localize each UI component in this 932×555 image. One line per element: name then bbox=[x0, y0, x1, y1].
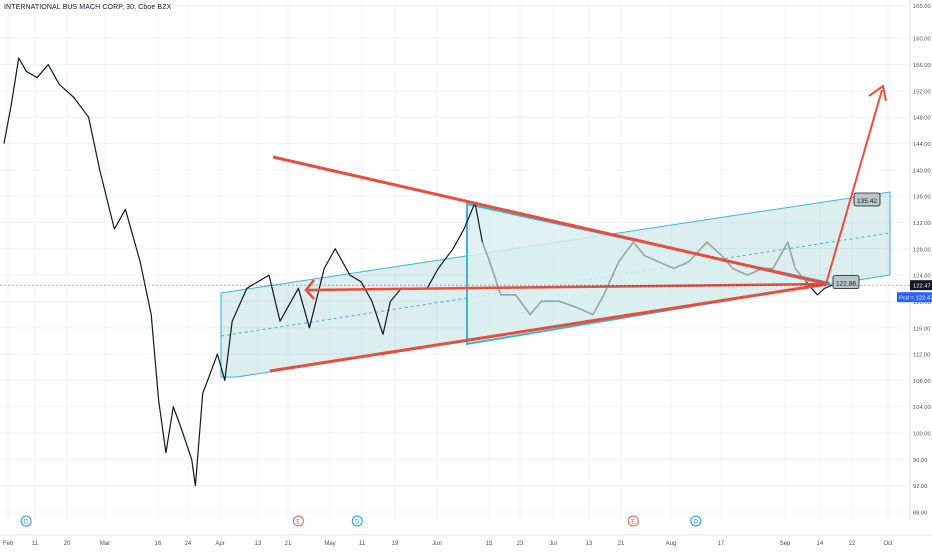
y-tick-label: 165.00 bbox=[913, 4, 931, 10]
y-tick-label: 112.00 bbox=[913, 353, 930, 359]
earnings-marker-symbol: E bbox=[296, 520, 300, 526]
y-tick-label: 160.00 bbox=[913, 37, 931, 43]
x-tick-label: Apr bbox=[215, 541, 224, 547]
y-tick-label: 148.00 bbox=[913, 116, 931, 122]
trendline-upper bbox=[272, 155, 829, 286]
dividend-marker bbox=[20, 515, 32, 527]
y-tick-label: 132.00 bbox=[913, 221, 931, 227]
x-tick-label: 23 bbox=[517, 541, 524, 547]
x-tick-label: Jul bbox=[549, 541, 557, 547]
x-tick-label: 22 bbox=[849, 541, 856, 547]
y-tick-label: 124.00 bbox=[913, 274, 931, 280]
chart-title: INTERNATIONAL BUS MACH CORP, 30, Cboe BZ… bbox=[4, 4, 172, 11]
y-tick-label: 140.00 bbox=[913, 168, 931, 174]
dividend-marker bbox=[351, 515, 363, 527]
arrow-left-line bbox=[307, 282, 827, 292]
y-tick-label: 88.00 bbox=[913, 511, 928, 517]
x-tick-label: 14 bbox=[817, 541, 824, 547]
earnings-marker-symbol: E bbox=[631, 520, 635, 526]
y-tick-label: 108.00 bbox=[913, 379, 931, 385]
x-tick-label: 13 bbox=[255, 541, 262, 547]
y-tick-label: 104.00 bbox=[913, 405, 931, 411]
x-tick-label: 24 bbox=[185, 541, 192, 547]
x-tick-label: 21 bbox=[618, 541, 625, 547]
y-tick-label: 156.00 bbox=[913, 63, 931, 69]
x-tick-label: 11 bbox=[32, 541, 39, 547]
y-tick-label: 128.00 bbox=[913, 247, 931, 253]
last-price-tag bbox=[897, 292, 932, 303]
last-price-label: Pcd = 122.47 bbox=[899, 296, 932, 302]
y-tick-label: 92.00 bbox=[913, 484, 928, 490]
x-tick-label: 21 bbox=[285, 541, 292, 547]
current-price-label: 122.47 bbox=[913, 284, 931, 290]
y-axis-bg bbox=[910, 0, 932, 550]
y-tick-label: 120.00 bbox=[913, 300, 931, 306]
earnings-marker bbox=[627, 515, 639, 527]
x-tick-label: 13 bbox=[586, 541, 593, 547]
dividend-marker-symbol: D bbox=[694, 520, 699, 526]
trendline-lower bbox=[269, 282, 829, 373]
x-tick-label: 19 bbox=[392, 541, 399, 547]
x-tick-label: 16 bbox=[155, 541, 162, 547]
x-tick-label: Oct bbox=[883, 541, 893, 547]
x-tick-label: 20 bbox=[64, 541, 71, 547]
y-tick-label: 152.00 bbox=[913, 89, 931, 95]
x-tick-label: 11 bbox=[359, 541, 366, 547]
arrow-up-line bbox=[825, 89, 883, 285]
y-tick-label: 136.00 bbox=[913, 195, 931, 201]
current-price-tag bbox=[910, 280, 932, 291]
dividend-marker bbox=[690, 515, 702, 527]
x-tick-label: Mar bbox=[100, 541, 110, 547]
y-tick-label: 100.00 bbox=[913, 432, 931, 438]
dividend-marker-symbol: D bbox=[24, 520, 29, 526]
y-tick-label: 116.00 bbox=[913, 326, 930, 332]
annotation-label: 122.86 bbox=[836, 281, 856, 288]
x-tick-label: May bbox=[324, 541, 335, 547]
x-tick-label: Sep bbox=[780, 541, 791, 547]
annotation-box bbox=[853, 192, 881, 207]
earnings-marker bbox=[292, 515, 304, 527]
x-tick-label: 17 bbox=[718, 541, 725, 547]
y-tick-label: 144.00 bbox=[913, 142, 931, 148]
x-tick-label: Jun bbox=[432, 541, 442, 547]
x-tick-label: Feb bbox=[3, 541, 14, 547]
x-tick-label: Aug bbox=[666, 541, 677, 547]
dividend-marker-symbol: D bbox=[355, 520, 360, 526]
y-tick-label: 96.00 bbox=[913, 458, 928, 464]
annotation-label: 135.42 bbox=[857, 198, 877, 205]
arrow-left-head bbox=[304, 279, 315, 300]
arrow-up-head bbox=[868, 84, 887, 102]
x-tick-label: 15 bbox=[486, 541, 493, 547]
